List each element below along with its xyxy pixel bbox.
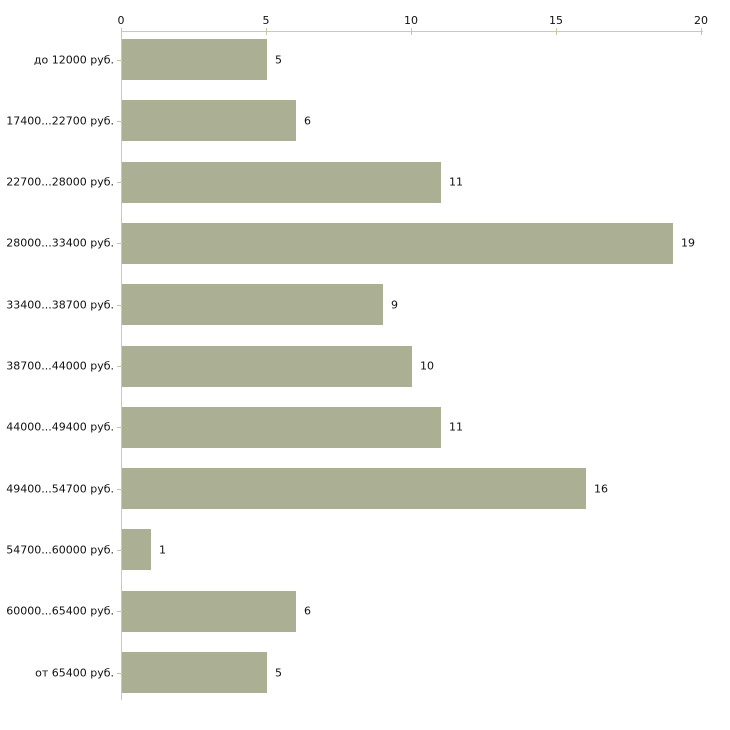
x-tick-mark [411,28,412,35]
x-tick-mark [121,28,122,35]
value-label: 11 [449,420,463,434]
x-axis-line [121,31,703,32]
bar [122,345,412,387]
category-tick-mark [117,366,121,367]
x-tick-label: 20 [694,14,708,27]
category-tick-mark [117,427,121,429]
x-tick-label: 0 [117,14,125,27]
category-label: 54700...60000 руб. [6,543,114,557]
value-label: 9 [391,298,398,312]
bar [122,406,441,448]
category-tick-mark [117,549,121,551]
category-tick-mark [117,611,121,613]
category-tick-mark [117,304,121,306]
bar [122,39,267,80]
x-tick-label: 15 [549,14,563,27]
bar [122,590,296,632]
bar [122,529,151,571]
value-label: 1 [159,543,166,557]
value-label: 6 [304,604,311,618]
category-tick-mark [117,182,121,184]
category-label: 49400...54700 руб. [6,482,114,496]
category-label: 28000...33400 руб. [6,236,114,250]
x-tick-mark [266,28,267,35]
x-tick-label: 5 [262,14,270,27]
value-label: 6 [304,114,311,128]
x-tick-mark [556,28,557,35]
value-label: 11 [449,175,463,189]
category-label: от 65400 руб. [35,666,114,679]
bar [122,222,673,264]
bar [122,468,586,510]
bar [122,652,267,693]
category-label: 33400...38700 руб. [6,298,114,312]
category-tick-mark [117,120,121,122]
y-axis-line [121,31,122,700]
bar [122,100,296,142]
category-label: 60000...65400 руб. [6,604,114,618]
x-tick-mark [701,28,702,35]
category-label: 17400...22700 руб. [6,114,114,128]
bar [122,284,383,326]
category-tick-mark [117,59,121,61]
category-tick-mark [117,243,121,245]
category-tick-mark [117,672,121,674]
category-label: 44000...49400 руб. [6,420,114,434]
category-label: 38700...44000 руб. [6,359,114,373]
value-label: 5 [275,666,282,679]
x-tick-label: 10 [404,14,418,27]
value-label: 19 [681,236,695,250]
value-label: 16 [594,482,608,496]
value-label: 10 [420,359,434,373]
category-tick-mark [117,488,121,490]
category-label: до 12000 руб. [33,53,114,66]
value-label: 5 [275,53,282,66]
category-label: 22700...28000 руб. [6,175,114,189]
bar [122,161,441,203]
